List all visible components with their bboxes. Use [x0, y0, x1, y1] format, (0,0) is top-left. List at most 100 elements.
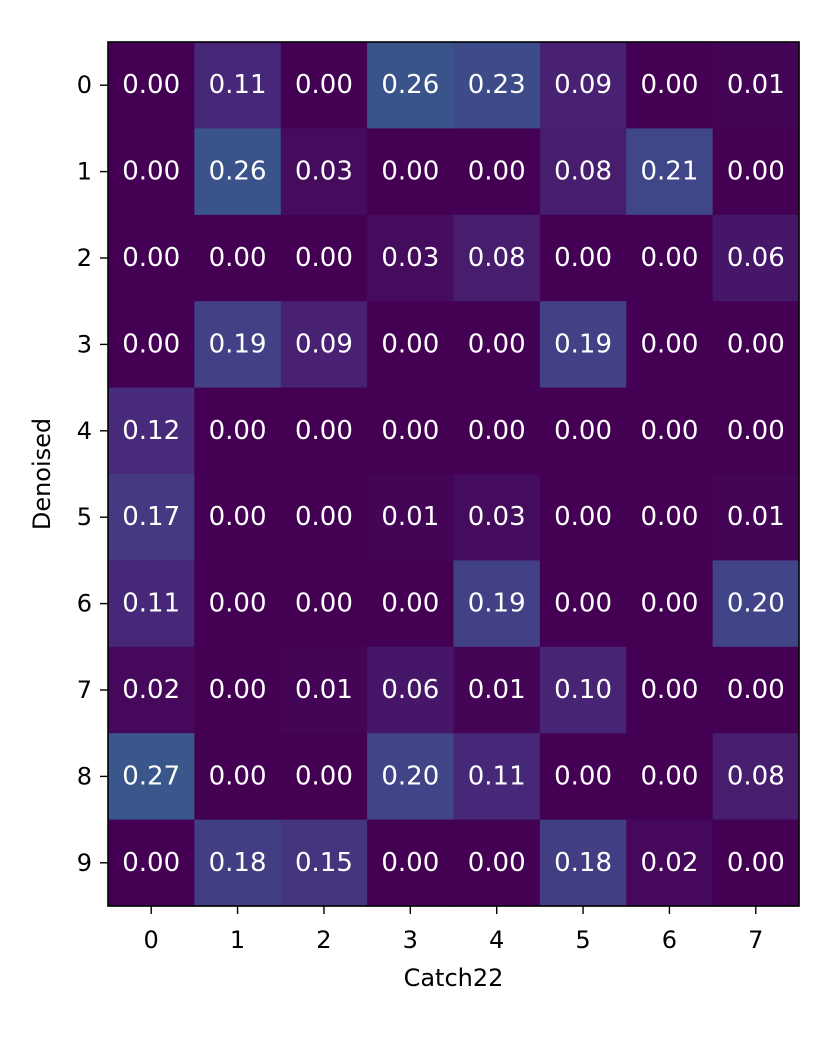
y-tick-label: 0 — [77, 71, 92, 99]
cell-value-label: 0.01 — [468, 675, 526, 705]
heatmap-cell — [108, 42, 195, 129]
heatmap-cell — [280, 42, 368, 129]
cell-value-label: 0.02 — [122, 675, 180, 705]
cell-value-label: 0.00 — [554, 589, 612, 619]
heatmap-cell — [280, 474, 368, 561]
heatmap-cell — [712, 387, 800, 475]
cell-value-label: 0.19 — [554, 329, 612, 359]
heatmap-cell — [712, 42, 800, 129]
heatmap-cell — [194, 733, 282, 821]
heatmap-cell — [108, 474, 195, 561]
heatmap-cell — [712, 214, 800, 302]
cell-value-label: 0.02 — [640, 848, 698, 878]
heatmap-cell — [626, 301, 714, 389]
x-tick-label: 5 — [575, 926, 590, 954]
cell-value-label: 0.06 — [381, 675, 439, 705]
cell-value-label: 0.00 — [381, 329, 439, 359]
heatmap-cell — [108, 128, 195, 216]
cell-value-label: 0.00 — [122, 329, 180, 359]
cell-value-label: 0.27 — [122, 761, 180, 791]
cell-value-label: 0.18 — [209, 848, 267, 878]
heatmap-cell — [626, 387, 714, 475]
cell-value-label: 0.00 — [122, 243, 180, 273]
cell-value-label: 0.00 — [209, 675, 267, 705]
cell-value-label: 0.00 — [381, 848, 439, 878]
cell-value-label: 0.00 — [295, 502, 353, 532]
heatmap-cell — [453, 560, 541, 648]
plot-frame — [107, 41, 800, 907]
cell-value-label: 0.03 — [295, 157, 353, 187]
heatmap-cell — [194, 301, 282, 389]
cell-value-label: 0.00 — [468, 157, 526, 187]
y-tick-label: 5 — [77, 503, 92, 531]
x-tick-label: 4 — [489, 926, 504, 954]
heatmap-cell — [108, 387, 195, 475]
heatmap-cell — [453, 819, 541, 907]
heatmap-cell — [280, 733, 368, 821]
heatmap-cell — [539, 733, 627, 821]
x-tick-label: 0 — [144, 926, 159, 954]
cell-value-label: 0.00 — [381, 589, 439, 619]
cell-value-label: 0.19 — [468, 589, 526, 619]
heatmap-cell — [626, 646, 714, 734]
heatmap-cell — [539, 128, 627, 216]
cell-value-label: 0.08 — [554, 157, 612, 187]
heatmap-cell — [539, 560, 627, 648]
heatmap-cell — [712, 646, 800, 734]
heatmap-cell — [108, 819, 195, 907]
cell-value-label: 0.00 — [122, 70, 180, 100]
heatmap-cell — [626, 128, 714, 216]
heatmap-cell — [453, 42, 541, 129]
y-tick-label: 1 — [77, 158, 92, 186]
cell-value-label: 0.00 — [209, 416, 267, 446]
cell-value-label: 0.11 — [209, 70, 267, 100]
heatmap-cell — [108, 733, 195, 821]
cell-value-label: 0.00 — [122, 157, 180, 187]
cell-value-label: 0.18 — [554, 848, 612, 878]
heatmap-cell — [626, 474, 714, 561]
heatmap-cell — [367, 474, 455, 561]
cell-value-label: 0.09 — [295, 329, 353, 359]
heatmap-cell — [194, 560, 282, 648]
cell-value-label: 0.00 — [295, 761, 353, 791]
cell-value-label: 0.11 — [468, 761, 526, 791]
cell-value-label: 0.00 — [381, 416, 439, 446]
heatmap-cell — [453, 733, 541, 821]
cell-value-label: 0.00 — [640, 761, 698, 791]
heatmap-cell — [280, 128, 368, 216]
heatmap-cell — [453, 128, 541, 216]
heatmap-cell — [280, 301, 368, 389]
heatmap-cell — [453, 214, 541, 302]
cell-value-label: 0.03 — [468, 502, 526, 532]
cell-value-label: 0.00 — [727, 157, 785, 187]
cell-value-label: 0.12 — [122, 416, 180, 446]
heatmap-cell — [367, 819, 455, 907]
heatmap-cell — [108, 301, 195, 389]
x-tick-label: 2 — [316, 926, 331, 954]
x-axis-ticks: 0 1 2 3 4 5 6 7 — [144, 906, 763, 954]
heatmap-cell — [712, 301, 800, 389]
heatmap-cell — [712, 474, 800, 561]
heatmap-cell — [539, 387, 627, 475]
heatmap-cell — [367, 387, 455, 475]
heatmap-cell — [194, 42, 282, 129]
cell-value-label: 0.00 — [295, 589, 353, 619]
heatmap-cell — [367, 42, 455, 129]
cell-value-label: 0.00 — [640, 416, 698, 446]
cell-value-label: 0.00 — [122, 848, 180, 878]
heatmap-cell — [367, 214, 455, 302]
heatmap-cell — [194, 387, 282, 475]
cell-value-label: 0.00 — [554, 416, 612, 446]
heatmap-cell — [539, 42, 627, 129]
cell-value-label: 0.10 — [554, 675, 612, 705]
cell-value-label: 0.00 — [295, 243, 353, 273]
x-tick-label: 1 — [230, 926, 245, 954]
heatmap-cell — [539, 301, 627, 389]
cell-value-label: 0.19 — [209, 329, 267, 359]
heatmap-cell — [453, 387, 541, 475]
cell-value-label: 0.08 — [468, 243, 526, 273]
heatmap-cell-labels: 0.00 0.11 0.00 0.26 0.23 0.09 0.00 0.01 0.00 0.26… — [122, 70, 785, 878]
cell-value-label: 0.06 — [727, 243, 785, 273]
heatmap-cell — [539, 819, 627, 907]
